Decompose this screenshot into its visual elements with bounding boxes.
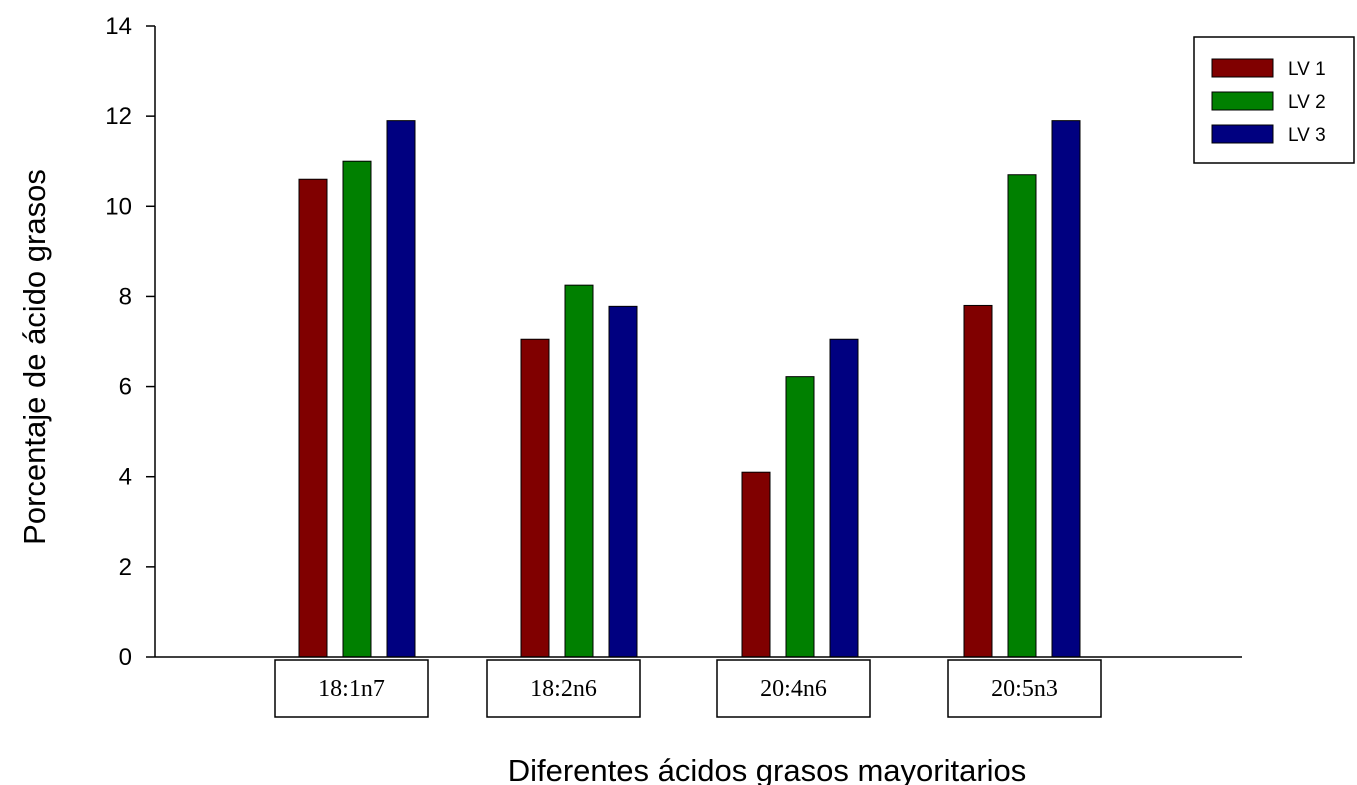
y-tick-label: 10 [105,193,132,220]
y-tick-label: 8 [119,283,132,310]
legend-swatch [1211,124,1274,144]
y-tick-label: 6 [119,374,132,401]
legend-label: LV 3 [1288,125,1326,146]
category-box [486,659,641,718]
y-tick-label: 12 [105,103,132,130]
axes-layer [154,26,1242,658]
category-label: 18:1n7 [318,676,385,702]
category-box [716,659,871,718]
bar-lv2-4 [1007,174,1037,658]
legend: LV 1 LV 2 LV 3 [1193,36,1355,164]
category-box [947,659,1102,718]
y-ticks: 0 2 4 6 8 10 12 14 [105,13,155,671]
bar-lv1-2 [520,338,550,658]
category-label: 18:2n6 [530,676,597,702]
bar-lv1-1 [298,178,328,658]
legend-label: LV 2 [1288,92,1326,113]
y-axis-title: Porcentaje de ácido grasos [17,169,52,545]
bar-lv3-4 [1051,120,1081,658]
category-labels: 18:1n7 18:2n6 20:4n6 20:5n3 [274,659,1102,718]
legend-label: LV 1 [1288,59,1326,80]
legend-swatch [1211,58,1274,78]
bar-lv1-3 [741,471,771,658]
bar-lv3-3 [829,338,859,658]
bar-lv2-2 [564,284,594,658]
category-label: 20:4n6 [760,676,827,702]
category-label: 20:5n3 [991,676,1058,702]
x-axis-title: Diferentes ácidos grasos mayoritarios [508,753,1027,785]
y-tick-label: 2 [119,554,132,581]
y-tick-label: 0 [119,644,132,671]
bars-layer [298,120,1081,658]
category-box [274,659,429,718]
y-tick-label: 4 [119,464,132,491]
bar-lv2-1 [342,160,372,658]
bar-lv2-3 [785,376,815,658]
legend-swatch [1211,91,1274,111]
bar-lv3-2 [608,305,638,658]
y-tick-label: 14 [105,13,132,40]
bar-lv1-4 [963,304,993,658]
bar-lv3-1 [386,120,416,658]
